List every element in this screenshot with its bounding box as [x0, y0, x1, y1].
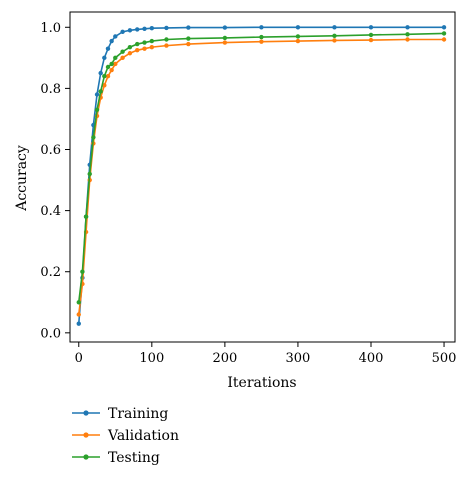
data-point-validation — [142, 46, 147, 51]
data-point-testing — [368, 32, 374, 38]
data-point-testing — [295, 34, 301, 39]
data-point-validation — [222, 40, 228, 45]
data-point-training — [120, 29, 125, 35]
data-point-training — [105, 46, 111, 51]
x-axis-title: Iterations — [227, 375, 296, 391]
data-point-testing — [186, 36, 191, 41]
data-point-validation — [441, 37, 447, 42]
data-point-validation — [149, 44, 155, 50]
y-tick-label: 0.6 — [40, 143, 61, 158]
data-point-testing — [149, 38, 155, 44]
y-tick-label: 1.0 — [40, 21, 61, 36]
data-point-validation — [127, 51, 133, 56]
data-point-testing — [105, 64, 111, 70]
data-point-testing — [76, 300, 81, 305]
data-point-training — [149, 25, 155, 31]
data-point-training — [405, 25, 410, 30]
series-line-validation — [77, 38, 445, 315]
x-tick-label: 100 — [139, 351, 164, 366]
y-tick-label: 0.8 — [40, 82, 61, 97]
data-point-training — [142, 26, 147, 32]
data-point-validation — [76, 312, 81, 317]
data-point-training — [441, 25, 447, 30]
data-point-testing — [94, 107, 100, 112]
plot-frame — [69, 11, 456, 343]
y-tick-label: 0.0 — [40, 326, 61, 341]
data-point-validation — [259, 39, 264, 44]
data-point-validation — [405, 37, 410, 42]
data-point-training — [113, 34, 118, 39]
data-point-training — [102, 55, 107, 61]
data-point-testing — [83, 214, 89, 219]
data-point-testing — [164, 37, 169, 42]
y-axis-title: Accuracy — [14, 145, 30, 212]
data-point-testing — [142, 40, 147, 45]
data-point-validation — [120, 55, 125, 61]
data-point-training — [186, 25, 191, 30]
y-axis: 0.0 0.2 0.4 0.6 0.8 1.0 — [40, 21, 70, 341]
data-point-testing — [87, 171, 92, 177]
y-tick-label: 0.2 — [40, 265, 61, 280]
data-point-training — [295, 25, 301, 30]
data-point-testing — [441, 31, 447, 36]
data-point-training — [164, 25, 169, 31]
x-tick-label: 300 — [286, 351, 311, 366]
data-point-validation — [295, 38, 301, 44]
data-point-training — [332, 25, 337, 30]
data-point-validation — [135, 47, 140, 53]
data-point-testing — [259, 34, 264, 40]
data-point-training — [368, 25, 374, 30]
data-point-validation — [186, 41, 191, 47]
data-point-testing — [135, 41, 140, 47]
data-point-training — [259, 25, 264, 30]
data-point-testing — [405, 32, 410, 37]
x-tick-label: 200 — [212, 351, 237, 366]
data-point-training — [94, 92, 100, 97]
legend-marker-training — [83, 410, 89, 416]
data-point-training — [76, 321, 81, 326]
legend-label-validation: Validation — [107, 428, 179, 444]
data-point-testing — [80, 269, 85, 274]
data-point-training — [109, 38, 114, 44]
x-axis: 0 100 200 300 400 500 — [75, 342, 457, 366]
data-point-validation — [368, 37, 374, 43]
data-point-training — [222, 25, 228, 30]
data-point-testing — [332, 33, 337, 39]
legend-marker-testing — [83, 454, 89, 460]
legend-marker-validation — [83, 432, 89, 438]
data-point-validation — [113, 61, 118, 67]
x-tick-label: 400 — [359, 351, 384, 366]
x-tick-label: 0 — [75, 351, 83, 366]
data-point-validation — [109, 67, 114, 73]
legend: Training Validation Testing — [72, 406, 179, 466]
data-point-training — [98, 70, 103, 76]
series-line-testing — [77, 32, 445, 303]
data-point-testing — [222, 35, 228, 41]
data-point-testing — [113, 55, 118, 61]
data-point-training — [127, 28, 133, 33]
data-point-testing — [91, 135, 96, 140]
legend-label-testing: Testing — [108, 450, 160, 466]
data-point-testing — [127, 44, 133, 50]
data-point-validation — [164, 43, 169, 48]
y-tick-label: 0.4 — [40, 204, 61, 219]
data-point-validation — [102, 83, 107, 88]
plot-area — [69, 11, 456, 343]
legend-label-training: Training — [108, 406, 168, 422]
data-point-validation — [332, 38, 337, 43]
data-point-testing — [109, 61, 114, 67]
data-point-testing — [120, 49, 125, 54]
data-point-testing — [102, 73, 107, 79]
series-line-training — [77, 26, 445, 324]
data-point-training — [135, 27, 140, 32]
data-point-validation — [105, 73, 111, 79]
data-point-testing — [98, 89, 103, 94]
x-tick-label: 500 — [432, 351, 457, 366]
